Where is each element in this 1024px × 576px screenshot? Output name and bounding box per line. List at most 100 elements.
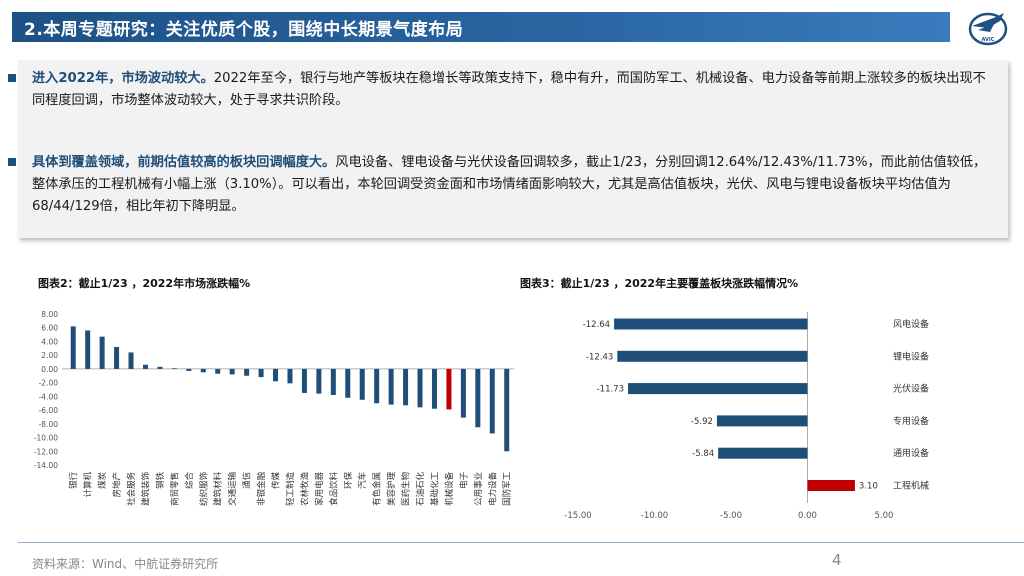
x-tick-label: 传媒 bbox=[271, 471, 282, 489]
x-tick-label: 电力设备 bbox=[487, 471, 498, 506]
bar bbox=[215, 368, 221, 374]
x-tick-label: 有色金属 bbox=[372, 472, 383, 506]
slide-header: 2.本周专题研究：关注优质个股，围绕中长期景气度布局 AVIC bbox=[0, 0, 1024, 56]
bar bbox=[345, 368, 351, 398]
bar bbox=[273, 368, 279, 382]
sector-returns-bar-chart: -15.00 -10.00 -5.00 0.00 5.00 -12.64 风电设备 -12.4… bbox=[564, 312, 929, 521]
category-label: 光伏设备 bbox=[893, 383, 929, 395]
bar bbox=[628, 383, 808, 395]
bar bbox=[388, 368, 394, 405]
x-tick-label: 纺织服饰 bbox=[198, 471, 209, 506]
y-tick-label: -6.00 bbox=[39, 406, 59, 415]
category-label: 工程机械 bbox=[893, 480, 929, 492]
y-tick-label: -10.00 bbox=[34, 434, 58, 443]
y-tick-label: 4.00 bbox=[41, 337, 58, 346]
x-tick-label: 国防军工 bbox=[502, 471, 513, 506]
bar bbox=[504, 368, 510, 452]
bar bbox=[99, 336, 105, 369]
y-tick-label: -4.00 bbox=[39, 392, 59, 401]
x-tick-label: 0.00 bbox=[798, 511, 817, 521]
bar bbox=[171, 368, 177, 369]
bar bbox=[446, 368, 452, 410]
chart3-title: 图表3：截止1/23 ，2022年主要覆盖板块涨跌幅情况% bbox=[520, 277, 799, 290]
data-label: -5.84 bbox=[692, 449, 714, 459]
category-label: 通用设备 bbox=[893, 447, 929, 459]
data-label: -12.64 bbox=[583, 320, 610, 330]
x-tick-label: 房地产 bbox=[112, 472, 123, 498]
y-tick-label: -2.00 bbox=[39, 379, 59, 388]
category-label: 风电设备 bbox=[893, 318, 929, 330]
x-tick-label: -15.00 bbox=[564, 511, 591, 521]
logo-text: AVIC bbox=[982, 37, 995, 43]
x-tick-label: 综合 bbox=[184, 471, 195, 489]
bar bbox=[359, 368, 365, 400]
x-tick-label: 轻工制造 bbox=[285, 471, 296, 506]
x-tick-label: 5.00 bbox=[875, 511, 894, 521]
category-label: 专用设备 bbox=[893, 415, 929, 427]
header-bar bbox=[12, 12, 950, 42]
bar bbox=[316, 368, 322, 394]
bar bbox=[70, 326, 76, 369]
y-tick-label: -14.00 bbox=[34, 461, 58, 470]
x-tick-label: 煤炭 bbox=[97, 471, 108, 489]
data-label: -11.73 bbox=[597, 385, 624, 395]
y-tick-label: 2.00 bbox=[41, 351, 58, 360]
footer-divider bbox=[18, 542, 1024, 543]
bar bbox=[403, 368, 409, 406]
x-tick-label: 公用事业 bbox=[473, 472, 484, 506]
bar bbox=[301, 368, 307, 393]
bar bbox=[244, 368, 250, 376]
x-tick-label: 建筑装饰 bbox=[140, 471, 151, 506]
x-tick-label: 美容护理 bbox=[386, 471, 397, 506]
bar bbox=[186, 368, 192, 371]
x-tick-label: 家用电器 bbox=[314, 471, 325, 506]
y-tick-label: -12.00 bbox=[34, 447, 58, 456]
data-label: 3.10 bbox=[859, 482, 878, 492]
x-tick-label: 钢铁 bbox=[155, 471, 166, 489]
bar bbox=[460, 368, 466, 418]
x-tick-label: 社会服务 bbox=[126, 471, 137, 506]
x-tick-label: -10.00 bbox=[641, 511, 668, 521]
bar bbox=[617, 350, 808, 362]
x-tick-label: 电子 bbox=[458, 471, 469, 489]
bar bbox=[718, 447, 808, 459]
y-tick-label: 0.00 bbox=[41, 365, 58, 374]
bar bbox=[258, 368, 264, 378]
bar bbox=[716, 415, 808, 427]
bullet-icon bbox=[8, 158, 16, 166]
bar bbox=[807, 480, 855, 491]
x-tick-label: 计算机 bbox=[83, 471, 94, 497]
summary-box bbox=[18, 60, 1008, 238]
bar bbox=[431, 368, 437, 409]
y-tick-label: 8.00 bbox=[41, 310, 58, 319]
bar bbox=[229, 368, 235, 375]
data-label: -12.43 bbox=[586, 352, 613, 362]
source-note: 资料来源：Wind、中航证券研究所 bbox=[32, 557, 219, 571]
paragraph-text: 2022年至今，银行与地产等板块在稳增长等政策支持下，稳中有升，而国防军工、机械… bbox=[32, 71, 986, 108]
x-tick-label: 医药生物 bbox=[401, 471, 412, 506]
page-number: 4 bbox=[832, 551, 842, 569]
bar bbox=[374, 368, 380, 404]
y-tick-label: -8.00 bbox=[39, 420, 59, 429]
summary-paragraph-1: 进入2022年，市场波动较大。2022年至今，银行与地产等板块在稳增长等政策支持… bbox=[8, 68, 992, 112]
x-tick-label: -5.00 bbox=[720, 511, 742, 521]
x-tick-label: 商贸零售 bbox=[169, 472, 180, 506]
bar bbox=[200, 368, 206, 373]
x-tick-label: 机械设备 bbox=[444, 471, 455, 506]
bar bbox=[157, 366, 163, 369]
x-tick-label: 环保 bbox=[343, 471, 354, 489]
x-tick-label: 非银金融 bbox=[256, 471, 267, 506]
paragraph-lead: 具体到覆盖领域，前期估值较高的板块回调幅度大。 bbox=[32, 155, 336, 170]
bar bbox=[475, 368, 481, 428]
avic-logo-icon: AVIC bbox=[968, 12, 1008, 46]
x-tick-label: 通信 bbox=[242, 471, 253, 489]
bar bbox=[114, 346, 120, 369]
bar bbox=[85, 330, 91, 369]
chart2-title: 图表2：截止1/23 ，2022年市场涨跌幅% bbox=[38, 277, 251, 290]
x-tick-label: 建筑材料 bbox=[213, 471, 224, 506]
page-title: 2.本周专题研究：关注优质个股，围绕中长期景气度布局 bbox=[24, 20, 464, 40]
y-tick-label: 6.00 bbox=[41, 324, 58, 333]
bar bbox=[614, 318, 808, 330]
bar bbox=[489, 368, 495, 434]
bullet-icon bbox=[8, 74, 16, 82]
